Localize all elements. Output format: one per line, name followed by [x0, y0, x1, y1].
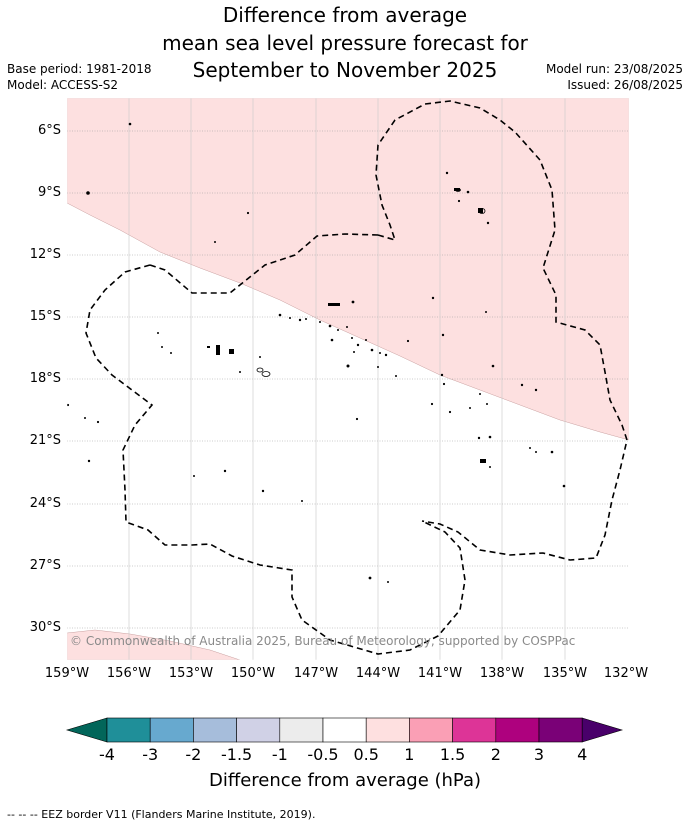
colorbar-low-extend — [65, 717, 108, 743]
colorbar-segment — [279, 717, 324, 743]
lat-label: 27°S — [29, 558, 61, 573]
colorbar-tick-label: 2 — [490, 745, 501, 764]
model-name: Model: ACCESS-S2 — [7, 78, 119, 92]
map-title: Difference from average mean sea level p… — [0, 2, 690, 85]
colorbar-tick-label: -0.5 — [307, 745, 339, 764]
title-line-1: Difference from average — [222, 3, 468, 27]
colorbar-segment — [322, 717, 367, 743]
colorbar-tick-label: -2 — [185, 745, 202, 764]
lon-label: 144°W — [355, 666, 401, 681]
colorbar-high-extend — [581, 717, 624, 743]
colorbar-segment — [106, 717, 151, 743]
colorbar-tick-label: 1.5 — [439, 745, 466, 764]
eez-border-southern — [85, 264, 466, 655]
title-line-2: mean sea level pressure forecast for — [162, 30, 528, 55]
colorbar-segment — [538, 717, 583, 743]
lon-label: 141°W — [417, 666, 463, 681]
island-outlines — [256, 188, 486, 377]
colorbar — [65, 717, 624, 743]
lon-label: 153°W — [168, 666, 214, 681]
colorbar-segment — [495, 717, 540, 743]
copyright-notice: © Commonwealth of Australia 2025, Bureau… — [70, 634, 576, 648]
colorbar-tick-label: 4 — [577, 745, 588, 764]
lon-label: 159°W — [44, 666, 90, 681]
eez-borders — [85, 100, 628, 655]
lat-label: 18°S — [29, 371, 61, 386]
lat-label: 12°S — [29, 247, 61, 262]
eez-footnote: -- -- -- EEZ border V11 (Flanders Marine… — [7, 808, 316, 821]
colorbar-segment — [365, 717, 410, 743]
base-period: Base period: 1981-2018 — [7, 62, 152, 76]
lon-label: 135°W — [542, 666, 588, 681]
map-panel — [67, 98, 629, 660]
meta-left: Base period: 1981-2018 Model: ACCESS-S2 — [7, 61, 152, 93]
colorbar-segment — [236, 717, 281, 743]
colorbar-tick-label: -1 — [271, 745, 288, 764]
lat-label: 24°S — [29, 496, 61, 511]
colorbar-title: Difference from average (hPa) — [208, 770, 482, 791]
model-run: Model run: 23/08/2025 — [545, 62, 683, 76]
gridlines — [67, 98, 629, 660]
lon-label: 150°W — [230, 666, 276, 681]
lon-label: 138°W — [479, 666, 525, 681]
colorbar-tick-label: -3 — [142, 745, 159, 764]
lat-label: 21°S — [29, 433, 61, 448]
anomaly-region-southwest — [67, 629, 241, 660]
colorbar-tick-label: 1 — [404, 745, 415, 764]
meta-right: Model run: 23/08/2025 Issued: 26/08/2025 — [546, 61, 683, 93]
lon-label: 147°W — [293, 666, 339, 681]
anomaly-region-northeast — [67, 98, 629, 441]
issued-date: Issued: 26/08/2025 — [567, 78, 683, 92]
lat-label: 30°S — [29, 620, 61, 635]
lat-label: 15°S — [29, 309, 61, 324]
map-frame — [66, 97, 630, 661]
islands — [67, 122, 566, 583]
eez-border-northern — [375, 100, 628, 561]
lon-label: 156°W — [106, 666, 152, 681]
eez-border-middle — [149, 233, 379, 294]
colorbar-segment — [193, 717, 237, 743]
lon-label: 132°W — [603, 666, 649, 681]
colorbar-tick-label: 3 — [533, 745, 545, 764]
colorbar-tick-label: 0.5 — [353, 745, 379, 764]
colorbar-segment — [149, 717, 194, 743]
lat-label: 6°S — [37, 123, 61, 138]
colorbar-tick-label: -1.5 — [220, 745, 253, 764]
lat-label: 9°S — [37, 185, 61, 200]
title-line-3: September to November 2025 — [192, 58, 498, 82]
colorbar-tick-label: -4 — [99, 745, 115, 764]
colorbar-segment — [452, 717, 497, 743]
colorbar-segment — [409, 717, 453, 743]
